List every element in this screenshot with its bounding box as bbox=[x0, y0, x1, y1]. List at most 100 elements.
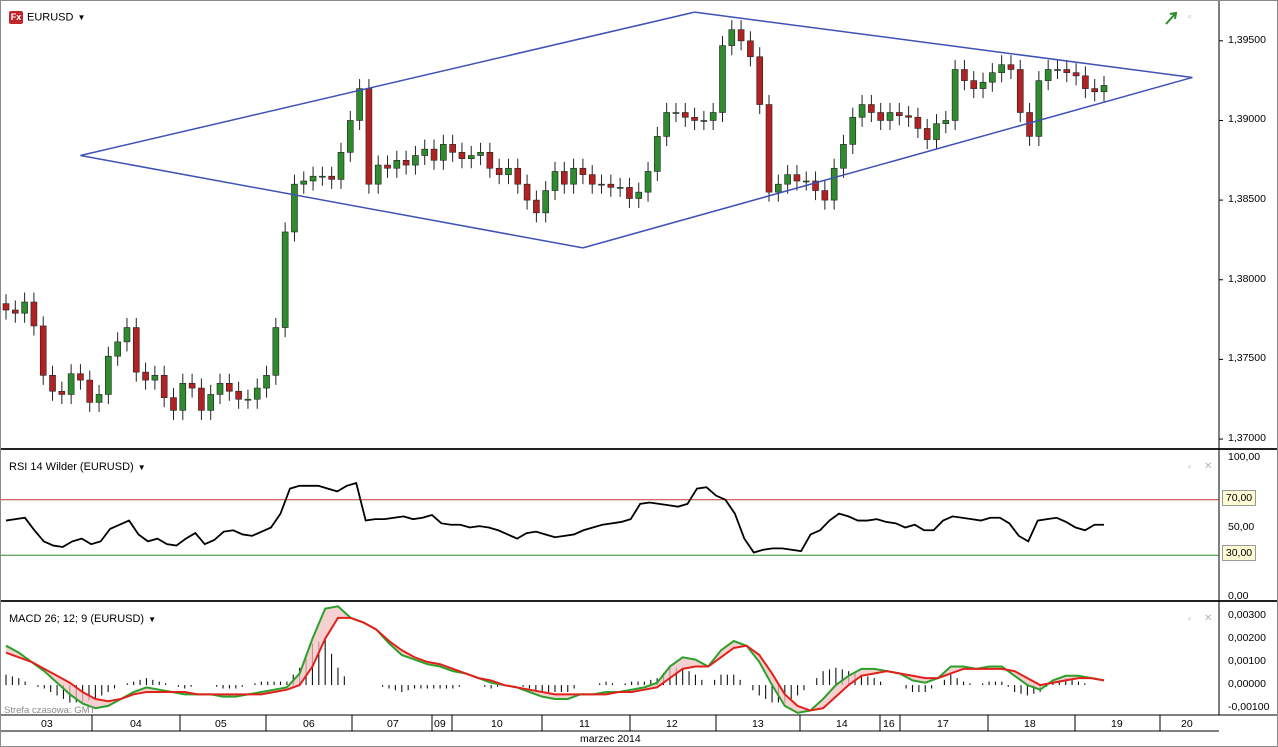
trendline bbox=[582, 76, 1193, 249]
symbol-selector[interactable]: Fx EURUSD ▼ bbox=[9, 11, 85, 24]
candle-body bbox=[570, 167, 577, 185]
candle-body bbox=[923, 128, 931, 140]
candle-body bbox=[1091, 88, 1098, 93]
candle-body bbox=[179, 382, 187, 411]
close-icon[interactable]: ✕ bbox=[1204, 613, 1213, 624]
candle-body bbox=[616, 187, 624, 189]
candle-body bbox=[374, 164, 382, 185]
candle-body bbox=[2, 303, 10, 311]
macd-tick-label: 0,00300 bbox=[1228, 608, 1266, 621]
candle-body bbox=[272, 327, 280, 376]
rsi-line bbox=[5, 481, 1104, 554]
candle-body bbox=[1082, 75, 1089, 89]
candle-body bbox=[281, 231, 289, 328]
candle-body bbox=[635, 191, 643, 199]
candle-body bbox=[1026, 112, 1033, 137]
candle-body bbox=[67, 373, 75, 395]
candle-body bbox=[598, 183, 605, 186]
close-icon[interactable]: ✕ bbox=[1204, 461, 1213, 472]
date-label: 05 bbox=[215, 718, 227, 730]
candle-body bbox=[114, 341, 121, 357]
candle-body bbox=[737, 29, 745, 42]
month-label: marzec 2014 bbox=[580, 733, 641, 745]
symbol-label: EURUSD bbox=[27, 11, 74, 24]
candle-body bbox=[300, 180, 308, 185]
candle-body bbox=[588, 174, 596, 185]
candle-body bbox=[784, 174, 791, 185]
candle-body bbox=[1054, 69, 1061, 71]
price-tick-label: 1,38000 bbox=[1228, 272, 1266, 285]
date-label: 09 bbox=[434, 718, 446, 730]
rsi-tick-label: 100,00 bbox=[1228, 451, 1261, 463]
trendline bbox=[80, 154, 584, 249]
pane-divider[interactable] bbox=[1, 448, 1277, 450]
candle-body bbox=[514, 167, 522, 185]
maximize-icon[interactable]: ▫ bbox=[1188, 462, 1192, 473]
candle-body bbox=[561, 171, 568, 185]
candle-body bbox=[505, 167, 512, 175]
signal-line bbox=[5, 616, 1105, 712]
price-tick-label: 1,39000 bbox=[1228, 113, 1266, 126]
date-label: 12 bbox=[666, 718, 678, 730]
rsi-label: RSI 14 Wilder (EURUSD) bbox=[9, 461, 134, 473]
candle-body bbox=[523, 183, 531, 201]
candle-body bbox=[626, 187, 633, 199]
candle-body bbox=[849, 116, 857, 145]
candle-body bbox=[1044, 69, 1052, 81]
date-label: 14 bbox=[836, 718, 848, 730]
candle-body bbox=[309, 175, 317, 182]
date-label: 19 bbox=[1111, 718, 1123, 730]
candle-body bbox=[216, 382, 224, 395]
rsi-tick-label: 50,00 bbox=[1228, 520, 1255, 533]
maximize-icon[interactable]: ▫ bbox=[1188, 12, 1192, 23]
candle-body bbox=[356, 88, 363, 121]
date-label: 11 bbox=[579, 718, 590, 730]
candle-body bbox=[95, 394, 103, 403]
candle-body bbox=[244, 398, 252, 401]
candle-body bbox=[123, 327, 131, 343]
candle-body bbox=[39, 325, 47, 376]
candle-body bbox=[170, 397, 177, 411]
date-label: 13 bbox=[752, 718, 764, 730]
candle-body bbox=[1016, 69, 1024, 113]
candle-body bbox=[421, 148, 429, 156]
candle-body bbox=[551, 171, 559, 191]
price-pane[interactable] bbox=[1, 1, 1219, 447]
rsi-oversold-tag: 30,00 bbox=[1222, 545, 1256, 561]
candle-body bbox=[207, 394, 215, 411]
candle-body bbox=[495, 167, 503, 175]
candle-body bbox=[393, 159, 401, 169]
chevron-down-icon[interactable]: ▼ bbox=[148, 615, 157, 624]
candle-body bbox=[365, 88, 373, 185]
candle-body bbox=[77, 373, 84, 381]
date-label: 20 bbox=[1181, 718, 1193, 730]
price-tick-label: 1,38500 bbox=[1228, 193, 1266, 206]
candle-body bbox=[951, 69, 959, 121]
candle-body bbox=[756, 56, 764, 105]
maximize-icon[interactable]: ▫ bbox=[1188, 614, 1192, 625]
date-label: 18 bbox=[1024, 718, 1036, 730]
candle-body bbox=[346, 120, 354, 153]
date-label: 07 bbox=[387, 718, 399, 730]
candle-body bbox=[319, 175, 326, 178]
candle-body bbox=[868, 104, 875, 113]
candle-body bbox=[291, 183, 298, 233]
candle-body bbox=[858, 104, 866, 118]
candle-body bbox=[458, 152, 466, 159]
fx-logo-icon: Fx bbox=[9, 11, 23, 24]
candle-body bbox=[198, 387, 205, 411]
chart-up-arrow-icon bbox=[1165, 11, 1178, 25]
chevron-down-icon[interactable]: ▼ bbox=[137, 463, 146, 472]
candle-body bbox=[830, 167, 838, 201]
pane-divider[interactable] bbox=[1, 600, 1277, 602]
candle-body bbox=[886, 112, 894, 121]
macd-pane-label[interactable]: MACD 26; 12; 9 (EURUSD) ▼ bbox=[9, 613, 156, 625]
candle-body bbox=[793, 174, 801, 182]
macd-line bbox=[5, 605, 1105, 714]
candle-body bbox=[672, 112, 680, 114]
candle-body bbox=[775, 183, 782, 193]
chevron-down-icon[interactable]: ▼ bbox=[77, 13, 86, 23]
rsi-pane-label[interactable]: RSI 14 Wilder (EURUSD) ▼ bbox=[9, 461, 146, 473]
candle-body bbox=[895, 112, 903, 116]
candle-body bbox=[681, 112, 689, 118]
